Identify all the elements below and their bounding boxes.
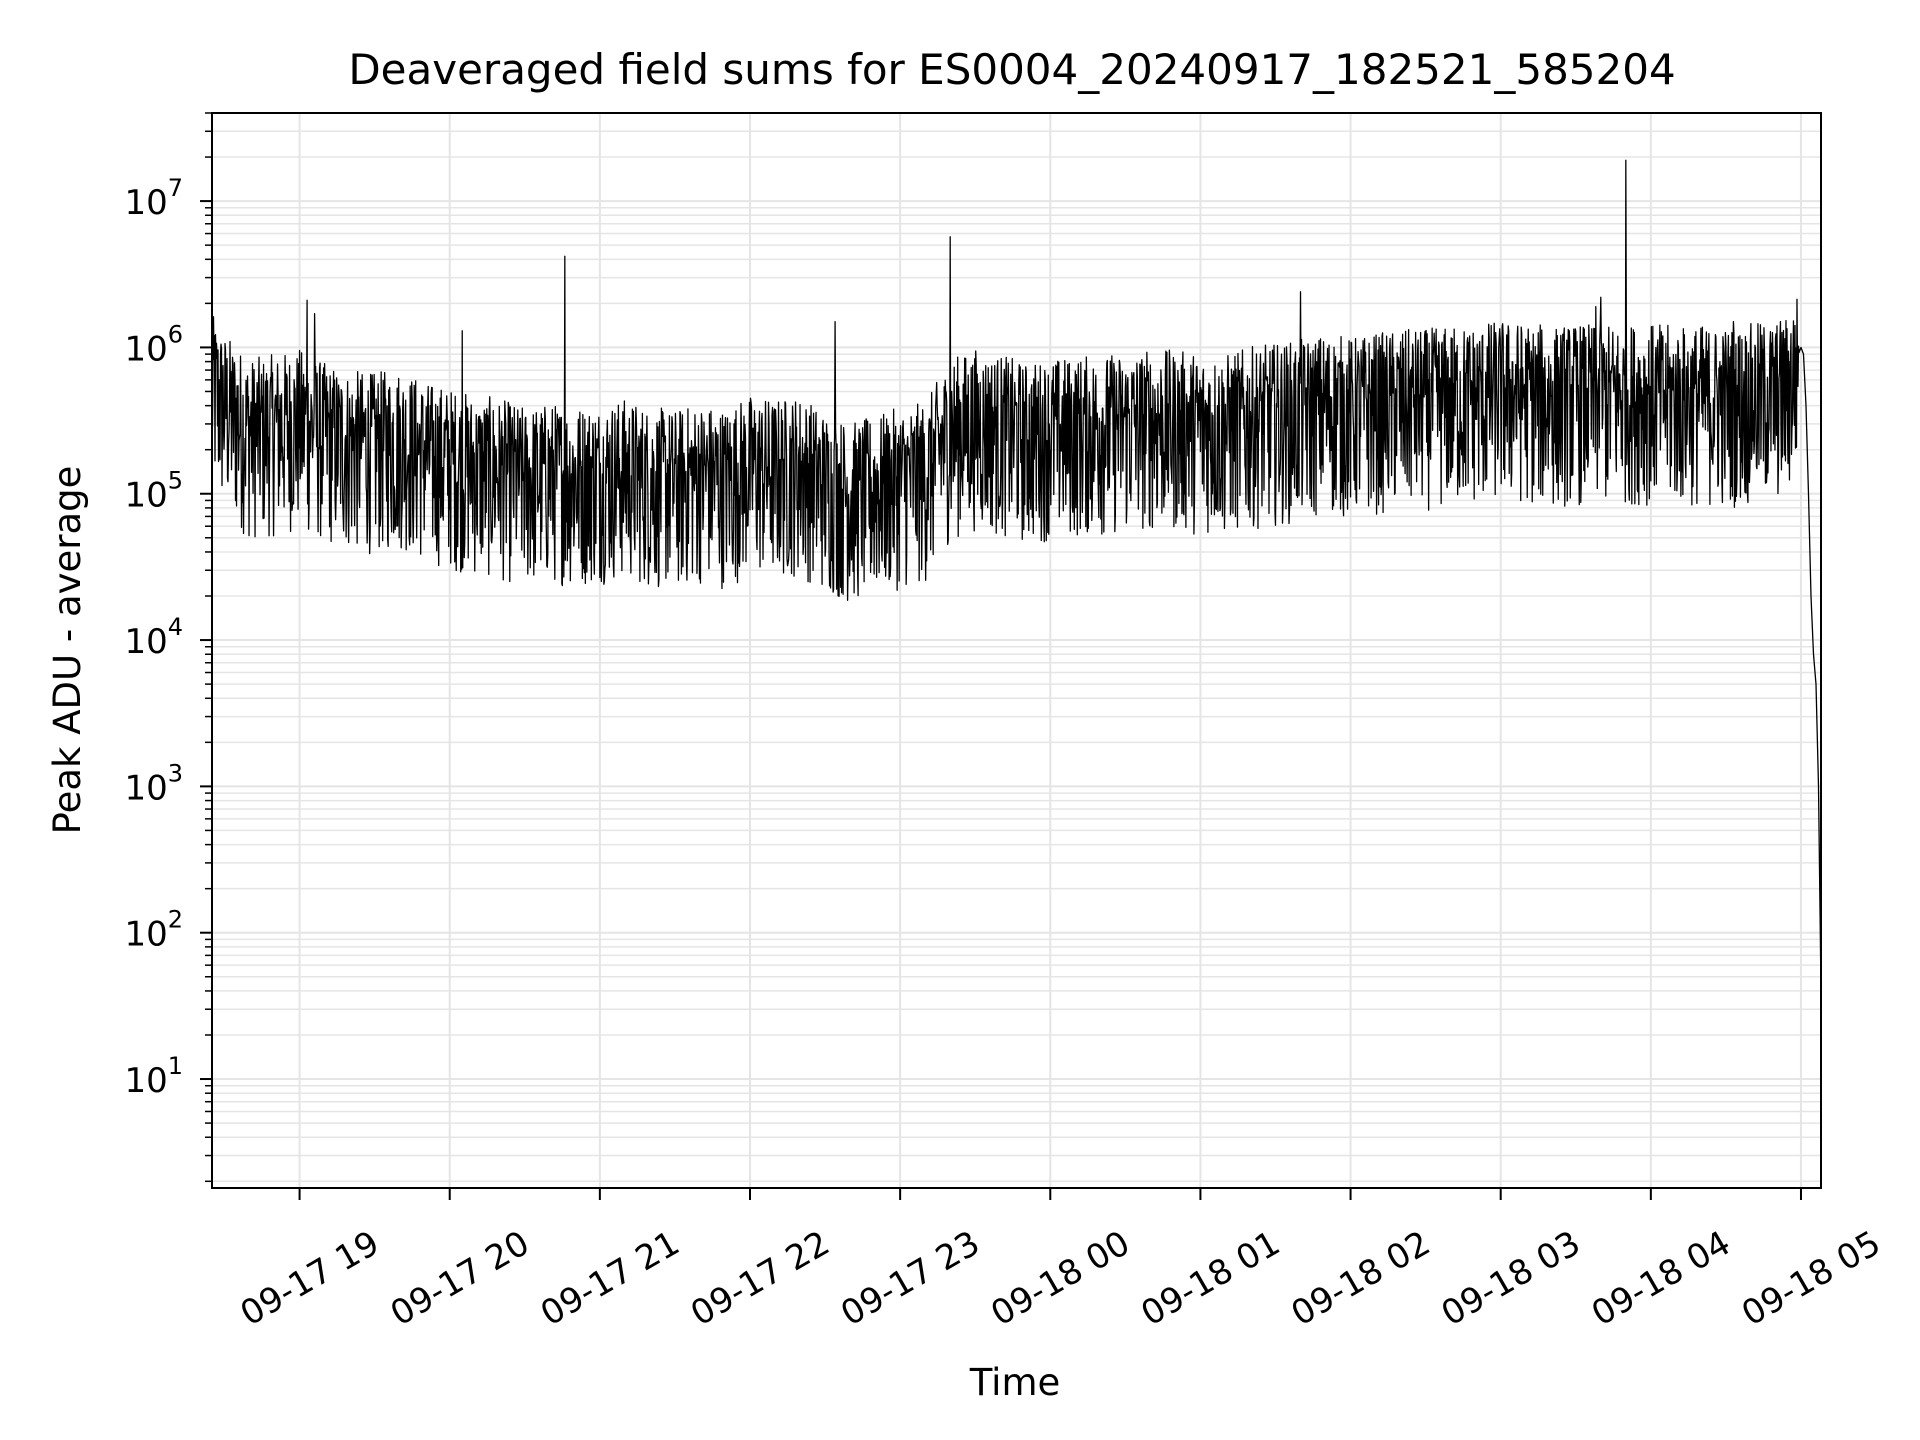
y-axis: 101 102 103 104 105 106 107 — [124, 112, 212, 1183]
series-line — [212, 159, 1821, 991]
x-axis-label: Time — [969, 1361, 1061, 1404]
y-tick-label: 107 — [124, 174, 183, 223]
y-tick-label: 101 — [124, 1052, 183, 1101]
y-tick-label: 104 — [124, 613, 183, 662]
y-tick-label: 103 — [124, 759, 183, 808]
y-tick-label: 102 — [124, 906, 183, 955]
y-tick-label: 106 — [124, 320, 183, 369]
plot-frame — [211, 112, 1822, 1189]
grid — [212, 112, 1821, 1188]
plot-area — [212, 159, 1821, 991]
y-axis-label: Peak ADU - average — [46, 466, 89, 835]
chart-title: Deaveraged field sums for ES0004_2024091… — [348, 45, 1675, 94]
y-tick-label: 105 — [124, 467, 183, 516]
